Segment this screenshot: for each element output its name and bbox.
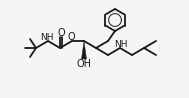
Text: OH: OH [77, 59, 91, 69]
Text: O: O [67, 32, 75, 42]
Text: NH: NH [114, 39, 128, 49]
Polygon shape [81, 41, 87, 59]
Text: O: O [57, 28, 65, 38]
Text: NH: NH [40, 33, 54, 41]
